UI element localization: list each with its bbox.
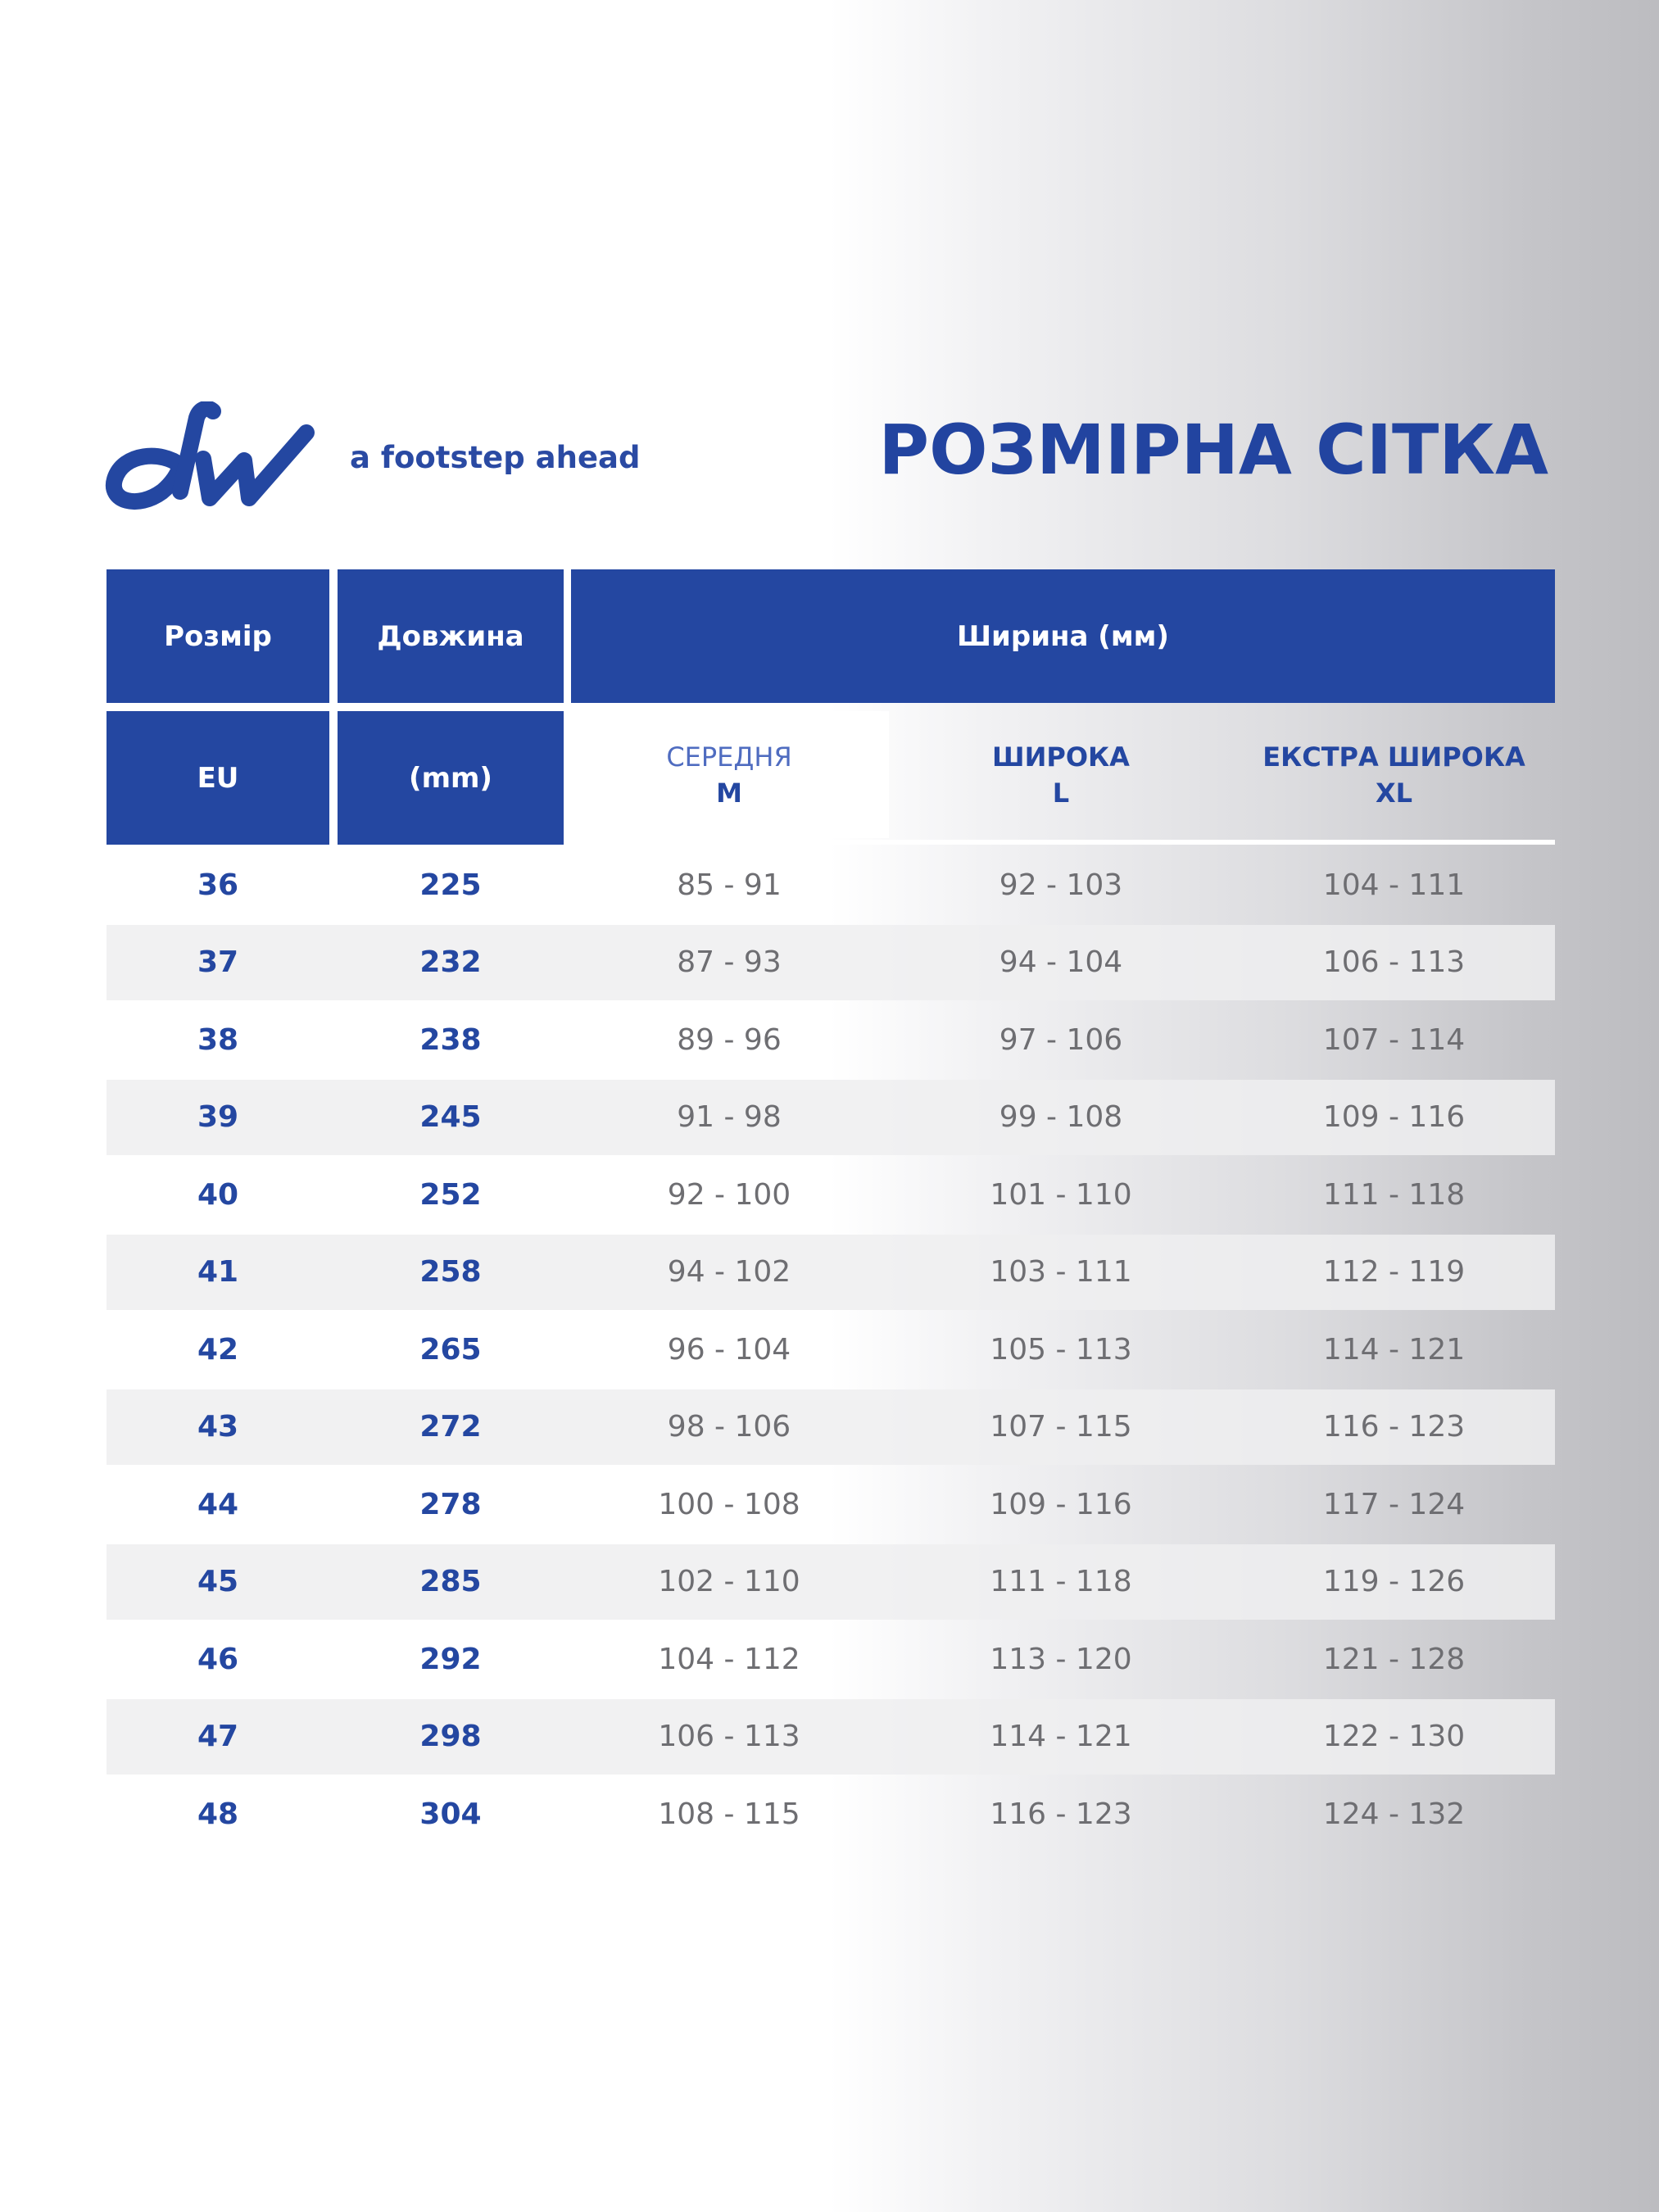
cell-length: 245 [419, 1100, 482, 1135]
medium-label: СЕРЕДНЯ [666, 741, 792, 773]
header-separator [569, 840, 1555, 845]
cell-size: 45 [197, 1565, 239, 1599]
subheader-wide: ШИРОКА L [889, 711, 1233, 838]
extra-wide-label: ЕКСТРА ШИРОКА [1262, 741, 1525, 773]
cell-width-xl: 117 - 124 [1322, 1487, 1466, 1521]
cell-width-l: 92 - 103 [999, 868, 1123, 902]
cell-length: 272 [419, 1410, 482, 1444]
header-size-label: Розмір [164, 619, 272, 653]
wide-label: ШИРОКА [992, 741, 1130, 773]
cell-width-m: 102 - 110 [658, 1565, 800, 1599]
row-stripe [107, 924, 1555, 1000]
subheader-size-unit: EU [107, 711, 329, 845]
cell-width-xl: 121 - 128 [1322, 1642, 1466, 1676]
cell-length: 304 [419, 1797, 482, 1831]
cell-size: 36 [197, 868, 239, 902]
cell-width-xl: 106 - 113 [1322, 945, 1466, 980]
row-stripe [107, 1079, 1555, 1155]
cell-width-xl: 119 - 126 [1322, 1565, 1466, 1599]
brand-tagline: a footstep ahead [350, 440, 641, 475]
cell-width-xl: 111 - 118 [1322, 1177, 1466, 1212]
cell-length: 292 [419, 1642, 482, 1676]
cell-size: 47 [197, 1720, 239, 1754]
cell-width-m: 100 - 108 [658, 1487, 800, 1521]
row-stripe [107, 1543, 1555, 1620]
cell-width-l: 99 - 108 [999, 1100, 1123, 1135]
cell-width-l: 107 - 115 [990, 1410, 1132, 1444]
header-length: Довжина [338, 569, 564, 703]
brand-logo [105, 401, 315, 510]
cell-length: 238 [419, 1022, 482, 1057]
cell-width-m: 91 - 98 [677, 1100, 782, 1135]
subheader-extra-wide: ЕКСТРА ШИРОКА XL [1233, 711, 1555, 838]
cell-size: 39 [197, 1100, 239, 1135]
row-stripe [107, 1698, 1555, 1775]
cell-size: 37 [197, 945, 239, 980]
cell-width-m: 85 - 91 [677, 868, 782, 902]
cell-width-m: 89 - 96 [677, 1022, 782, 1057]
cell-width-m: 98 - 106 [667, 1410, 791, 1444]
cell-size: 48 [197, 1797, 239, 1831]
cell-width-xl: 109 - 116 [1322, 1100, 1466, 1135]
medium-code: M [716, 777, 742, 809]
cell-length: 258 [419, 1255, 482, 1290]
length-unit-label: (mm) [409, 761, 492, 795]
header-length-label: Довжина [377, 619, 524, 653]
cell-length: 298 [419, 1720, 482, 1754]
cell-width-xl: 116 - 123 [1322, 1410, 1466, 1444]
cell-length: 265 [419, 1332, 482, 1367]
cell-width-l: 111 - 118 [990, 1565, 1132, 1599]
cell-width-xl: 107 - 114 [1322, 1022, 1466, 1057]
cell-length: 232 [419, 945, 482, 980]
cell-width-xl: 122 - 130 [1322, 1720, 1466, 1754]
cell-width-m: 92 - 100 [667, 1177, 791, 1212]
cell-length: 278 [419, 1487, 482, 1521]
cell-length: 225 [419, 868, 482, 902]
subheader-medium: СЕРЕДНЯ M [569, 711, 889, 838]
cell-width-m: 87 - 93 [677, 945, 782, 980]
cell-width-m: 94 - 102 [667, 1255, 791, 1290]
cell-width-m: 104 - 112 [658, 1642, 800, 1676]
row-stripe [107, 1389, 1555, 1465]
cell-width-xl: 114 - 121 [1322, 1332, 1466, 1367]
cell-width-m: 108 - 115 [658, 1797, 800, 1831]
header-width-label: Ширина (мм) [957, 619, 1169, 653]
cell-length: 252 [419, 1177, 482, 1212]
cell-size: 42 [197, 1332, 239, 1367]
cell-width-l: 94 - 104 [999, 945, 1123, 980]
row-stripe [107, 1234, 1555, 1310]
cell-size: 43 [197, 1410, 239, 1444]
cell-size: 38 [197, 1022, 239, 1057]
cell-width-xl: 112 - 119 [1322, 1255, 1466, 1290]
cell-width-l: 97 - 106 [999, 1022, 1123, 1057]
cell-width-l: 109 - 116 [990, 1487, 1132, 1521]
cell-width-l: 105 - 113 [990, 1332, 1132, 1367]
cell-length: 285 [419, 1565, 482, 1599]
cell-width-xl: 104 - 111 [1322, 868, 1466, 902]
header-width: Ширина (мм) [571, 569, 1555, 703]
cell-width-m: 106 - 113 [658, 1720, 800, 1754]
cell-width-xl: 124 - 132 [1322, 1797, 1466, 1831]
header-size: Розмір [107, 569, 329, 703]
wide-code: L [1052, 777, 1070, 809]
cell-size: 40 [197, 1177, 239, 1212]
subheader-length-unit: (mm) [338, 711, 564, 845]
cell-size: 44 [197, 1487, 239, 1521]
cell-width-l: 113 - 120 [990, 1642, 1132, 1676]
cell-width-l: 103 - 111 [990, 1255, 1132, 1290]
cell-width-l: 116 - 123 [990, 1797, 1132, 1831]
cell-size: 46 [197, 1642, 239, 1676]
page-title: РОЗМІРНА СІТКА [878, 410, 1548, 490]
cell-size: 41 [197, 1255, 239, 1290]
size-unit-label: EU [197, 761, 239, 795]
cell-width-l: 101 - 110 [990, 1177, 1132, 1212]
extra-wide-code: XL [1375, 777, 1413, 809]
cell-width-l: 114 - 121 [990, 1720, 1132, 1754]
cell-width-m: 96 - 104 [667, 1332, 791, 1367]
